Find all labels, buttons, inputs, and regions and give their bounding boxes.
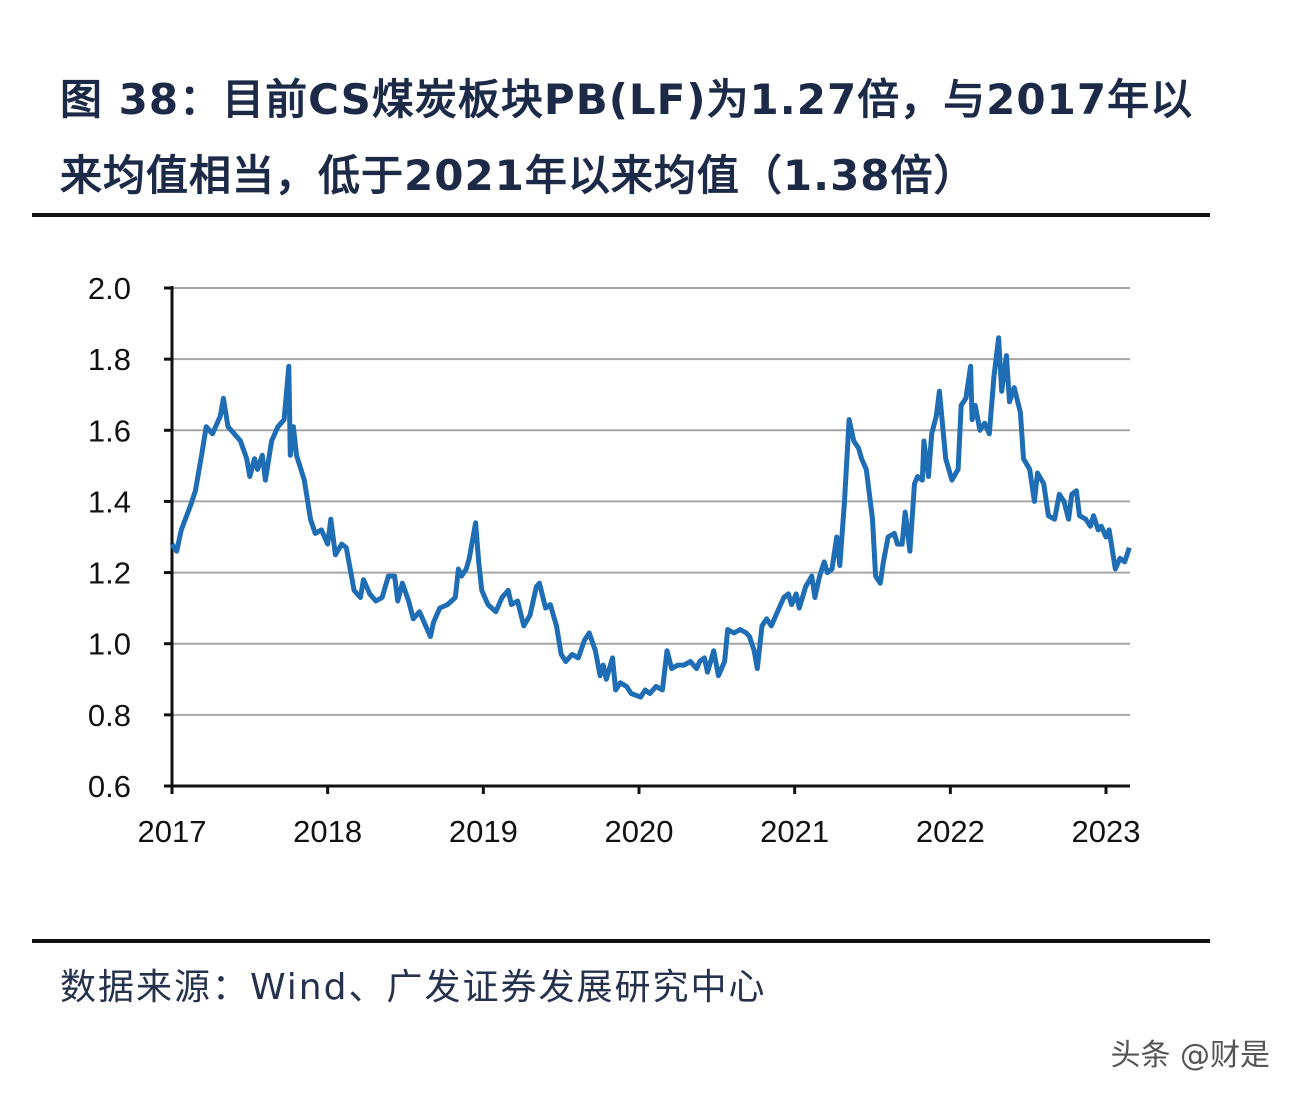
y-tick-label: 1.8 [88, 342, 131, 377]
y-tick-label: 1.6 [88, 413, 131, 448]
watermark: 头条 @财是 [1110, 1038, 1270, 1073]
y-tick-label: 0.8 [88, 698, 131, 733]
y-axis-ticks: 0.6 0.8 1.0 1.2 1.4 1.6 1.8 2.0 [88, 271, 172, 804]
top-rule [32, 213, 1210, 217]
gridlines [172, 287, 1130, 716]
x-tick-label: 2017 [138, 814, 207, 849]
x-tick-label: 2019 [449, 814, 518, 849]
x-tick-label: 2021 [760, 814, 829, 849]
source-note: 数据来源：Wind、广发证券发展研究中心 [60, 967, 767, 1008]
y-tick-label: 1.2 [88, 556, 131, 591]
figure-title: 图 38：目前CS煤炭板块PB(LF)为1.27倍，与2017年以来均值相当，低… [60, 75, 1194, 200]
x-axis-ticks: 2017 2018 2019 2020 2021 2022 2023 [138, 786, 1141, 849]
series-line-pb [169, 335, 1132, 700]
bottom-rule [32, 939, 1210, 943]
y-tick-label: 2.0 [88, 271, 131, 306]
x-tick-label: 2022 [916, 814, 985, 849]
x-tick-label: 2023 [1072, 814, 1141, 849]
x-tick-label: 2020 [605, 814, 674, 849]
x-tick-label: 2018 [293, 814, 362, 849]
y-tick-label: 1.0 [88, 627, 131, 662]
y-tick-label: 0.6 [88, 769, 131, 804]
y-tick-label: 1.4 [88, 484, 131, 519]
